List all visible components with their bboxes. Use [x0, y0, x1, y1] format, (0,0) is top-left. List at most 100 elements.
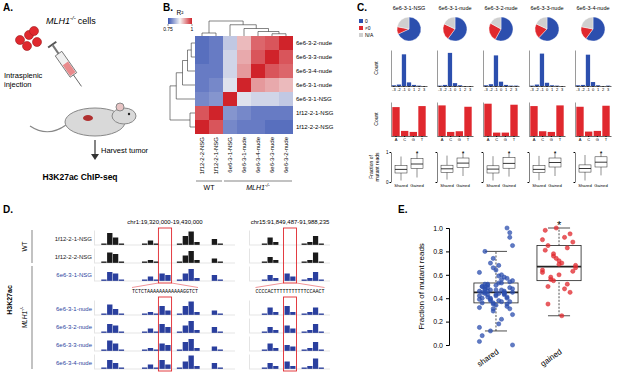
track-label: 1f12-2-2-NSG — [55, 254, 93, 260]
tick-label: 2 — [556, 87, 559, 92]
bar — [540, 54, 544, 86]
signal-bar — [290, 347, 295, 352]
cell — [223, 36, 237, 50]
signal-bar — [212, 239, 217, 245]
point — [477, 305, 481, 309]
signal-bar — [262, 350, 267, 352]
signal-bar — [107, 341, 112, 352]
signal-bar — [273, 348, 278, 351]
signal-bar — [148, 348, 153, 351]
track-label: 6e6-3-1-nude — [56, 306, 93, 312]
bar — [548, 132, 555, 136]
signal-bar — [285, 326, 290, 334]
bar — [489, 84, 493, 86]
tick-mark — [528, 152, 530, 153]
pie — [443, 17, 467, 41]
signal-bar — [142, 350, 147, 352]
signal-bar — [307, 278, 312, 281]
group-name: MLH1 — [246, 184, 265, 191]
column-label: 6e6-3-1-nude — [241, 136, 247, 173]
tick: 1 — [505, 86, 508, 92]
tick-mark — [446, 345, 449, 346]
tick-label: 0 — [500, 87, 503, 92]
sample-title: 6e6-3-4-nude — [576, 5, 609, 11]
bar — [438, 105, 445, 136]
dendrogram-branch — [272, 34, 286, 36]
signal-bar — [273, 366, 278, 369]
bars — [438, 105, 471, 136]
cell — [237, 120, 251, 134]
point — [546, 284, 550, 288]
box — [474, 283, 518, 303]
tick-label: 0.6 — [433, 272, 443, 279]
injection-label: Intrasplenic — [4, 71, 43, 80]
median — [595, 162, 607, 163]
signal-bar — [302, 244, 307, 246]
tick: 2 — [510, 86, 513, 92]
cell — [223, 64, 237, 78]
tick-label: -2 — [397, 87, 401, 92]
cell — [279, 50, 293, 64]
tick-label: gained — [539, 347, 564, 368]
tick: 0.0 — [433, 342, 449, 349]
tick-mark — [574, 182, 576, 183]
cell — [237, 36, 251, 50]
legend-label: N/A — [365, 32, 374, 38]
bar — [530, 106, 537, 136]
tick: T — [467, 136, 470, 142]
axis — [249, 319, 250, 334]
tick-label: 0 — [454, 87, 457, 92]
axis-line — [575, 51, 576, 87]
cell — [223, 50, 237, 64]
tick-mark — [482, 152, 484, 153]
bar — [410, 132, 417, 136]
signal-bar — [302, 280, 307, 282]
point — [543, 248, 547, 252]
tick-label: T — [559, 137, 562, 142]
barrel-liquid — [63, 62, 76, 76]
tick: A — [441, 136, 444, 142]
cell — [209, 36, 223, 50]
point — [510, 343, 514, 347]
cell — [251, 106, 265, 120]
tick-label: C — [449, 137, 452, 142]
signal-bar — [313, 324, 318, 333]
annotation: * — [554, 150, 557, 157]
signal-bar — [307, 366, 312, 369]
tick: -2 — [489, 86, 493, 92]
cell — [195, 50, 209, 64]
tick-mark — [446, 275, 449, 276]
signal-bar — [262, 368, 267, 370]
signal-bar — [319, 314, 324, 316]
point — [505, 276, 509, 280]
tick-label: -2 — [489, 87, 493, 92]
signal-bar — [107, 233, 112, 245]
cell — [23, 42, 32, 51]
axis — [482, 153, 484, 183]
row-label: 6e6-3-2-nude — [296, 40, 333, 46]
connector — [132, 283, 158, 288]
signal-bar — [212, 347, 217, 352]
signal-bar — [183, 362, 188, 370]
axis — [249, 301, 250, 316]
signal-bar — [319, 332, 324, 334]
tick-label: 0 — [386, 180, 389, 185]
point — [508, 307, 512, 311]
axis-line — [575, 153, 576, 183]
dendrogram-branch — [209, 21, 243, 33]
cell — [237, 106, 251, 120]
row-label: 1f12-2-2-NSG — [296, 124, 334, 130]
group-label: WT — [21, 241, 28, 251]
signal-bar — [148, 365, 153, 370]
tick-label: -2 — [443, 87, 447, 92]
signal-bar — [101, 280, 106, 282]
bars — [484, 104, 517, 136]
point — [480, 334, 484, 338]
connector — [296, 283, 324, 288]
boxes — [487, 152, 515, 181]
track-baseline — [95, 315, 235, 316]
signal-bar — [302, 350, 307, 352]
tick: Gained — [594, 182, 608, 188]
tick-label: 0.2 — [433, 318, 443, 325]
group-name: WT — [21, 241, 28, 251]
